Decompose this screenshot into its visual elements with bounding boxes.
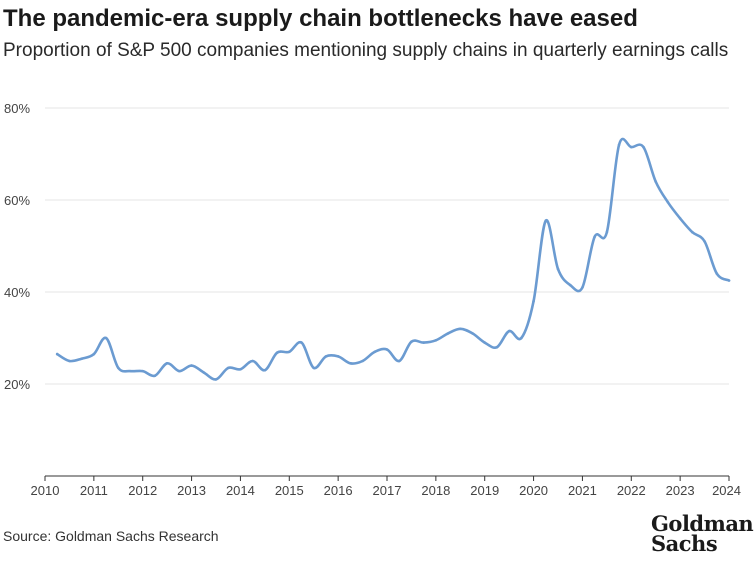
data-point	[691, 230, 694, 234]
data-point	[373, 350, 377, 354]
logo-line-2: Sachs	[651, 531, 718, 556]
data-point	[715, 272, 719, 275]
data-point	[666, 201, 670, 204]
data-point	[190, 364, 193, 367]
data-point	[68, 359, 71, 363]
data-point	[287, 350, 291, 354]
data-point	[507, 329, 511, 333]
data-point	[129, 369, 132, 373]
data-point	[214, 378, 218, 381]
data-point	[116, 366, 120, 370]
y-tick-label: 80%	[4, 101, 30, 116]
data-point	[336, 355, 340, 358]
data-point	[324, 355, 328, 358]
data-point	[556, 267, 560, 271]
data-point	[532, 299, 535, 303]
x-tick-label: 2011	[80, 483, 108, 498]
series-line-0	[55, 137, 731, 381]
y-tick-label: 60%	[4, 193, 30, 208]
data-point	[544, 219, 548, 222]
y-tick-label: 20%	[4, 377, 30, 392]
data-point	[410, 340, 413, 343]
data-point	[568, 283, 572, 287]
chart-title: The pandemic-era supply chain bottleneck…	[3, 5, 638, 32]
data-point	[727, 279, 731, 282]
data-point	[678, 217, 682, 220]
data-point	[422, 341, 425, 344]
x-tick-label: 2010	[31, 483, 60, 498]
x-tick-label: 2013	[177, 483, 206, 498]
data-point	[226, 366, 230, 370]
data-point	[483, 341, 487, 344]
x-tick-label: 2016	[324, 483, 353, 498]
data-point	[605, 230, 609, 234]
data-point	[397, 359, 401, 363]
data-point	[471, 332, 474, 335]
data-point	[642, 145, 645, 149]
source-note: Source: Goldman Sachs Research	[3, 528, 219, 544]
x-tick-labels: 2010 2011 2012 2013 2014 2015 2016 2017 2018 2019…	[31, 483, 741, 498]
data-point	[458, 327, 462, 331]
goldman-sachs-logo: Goldman Sachs	[651, 511, 754, 556]
data-point	[361, 359, 364, 363]
data-point	[520, 336, 523, 340]
data-point	[385, 348, 389, 351]
data-point	[446, 332, 450, 335]
x-axis	[44, 475, 730, 481]
x-tick-label: 2012	[128, 483, 157, 498]
data-point	[593, 235, 596, 239]
data-point	[239, 367, 242, 371]
x-tick-label: 2015	[275, 483, 304, 498]
data-point	[300, 341, 303, 344]
series-layer	[55, 137, 731, 381]
x-tick-label: 2022	[617, 483, 646, 498]
y-tick-label: 40%	[4, 285, 30, 300]
data-point	[80, 357, 83, 361]
data-point	[165, 362, 169, 365]
x-tick-label: 2014	[226, 483, 255, 498]
x-tick-label: 2023	[666, 483, 695, 498]
data-point	[581, 286, 584, 289]
logo-line-1: Goldman	[651, 511, 754, 536]
x-tick-label: 2018	[421, 483, 450, 498]
data-point	[92, 352, 96, 356]
data-point	[153, 374, 157, 378]
x-tick-label: 2019	[470, 483, 499, 498]
x-tick-label: 2021	[568, 483, 597, 498]
chart-subtitle: Proportion of S&P 500 companies mentioni…	[3, 40, 729, 61]
data-point	[495, 345, 499, 349]
data-point	[312, 366, 316, 370]
data-point	[275, 351, 279, 355]
data-point	[629, 145, 633, 149]
data-point	[104, 336, 108, 340]
y-tick-labels: 20% 40% 60% 80%	[4, 101, 30, 392]
data-point	[263, 368, 267, 372]
data-point	[349, 362, 352, 365]
x-tick-label: 2024	[712, 483, 741, 498]
data-point	[617, 143, 621, 147]
x-tick-label: 2020	[519, 483, 548, 498]
grid-lines	[45, 107, 729, 385]
data-point	[141, 369, 145, 373]
data-point	[178, 369, 181, 373]
data-point	[55, 352, 59, 356]
x-tick-label: 2017	[373, 483, 402, 498]
data-point	[703, 240, 706, 243]
data-point	[202, 371, 206, 374]
data-point	[434, 339, 438, 342]
data-point	[251, 359, 254, 363]
data-point	[654, 180, 658, 183]
